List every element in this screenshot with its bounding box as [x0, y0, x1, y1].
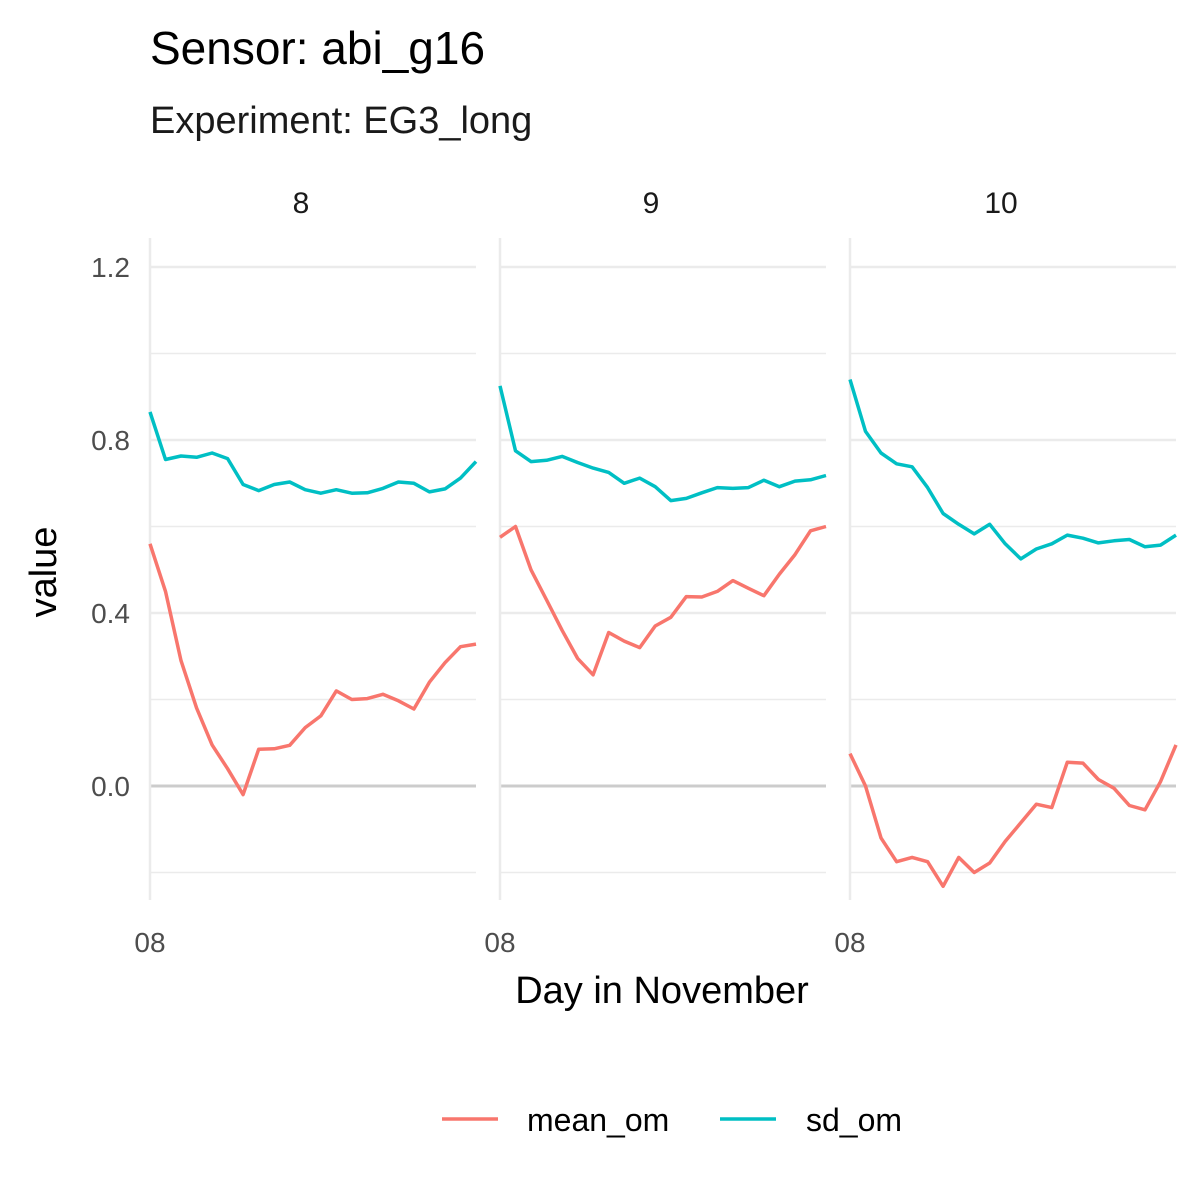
series-line-mean-om — [498, 524, 827, 677]
panel-9: 9 08 — [484, 187, 827, 958]
series-line-mean-om — [148, 543, 477, 797]
facet-label-9: 9 — [643, 187, 660, 220]
x-axis-title: Day in November — [515, 970, 809, 1012]
y-axis-ticks: 1.2 0.8 0.4 0.0 — [91, 252, 130, 802]
panel-10: 10 08 — [834, 187, 1178, 958]
series-line-sd-om — [498, 385, 827, 503]
y-axis-title: value — [23, 527, 65, 618]
y-tick-label: 1.2 — [91, 252, 130, 283]
chart-subtitle: Experiment: EG3_long — [150, 100, 532, 142]
legend-label-mean-om: mean_om — [527, 1102, 669, 1138]
x-tick-label: 08 — [484, 927, 515, 958]
y-tick-label: 0.0 — [91, 771, 130, 802]
facet-label-10: 10 — [984, 187, 1017, 220]
x-tick-label: 08 — [834, 927, 865, 958]
y-tick-label: 0.8 — [91, 425, 130, 456]
series-line-mean-om — [848, 744, 1178, 889]
series-line-sd-om — [848, 378, 1177, 561]
y-tick-label: 0.4 — [91, 598, 130, 629]
legend: mean_om sd_om — [442, 1102, 902, 1138]
legend-label-sd-om: sd_om — [806, 1102, 902, 1138]
x-tick-label: 08 — [134, 927, 165, 958]
facet-label-8: 8 — [293, 187, 310, 220]
chart-title: Sensor: abi_g16 — [150, 22, 485, 74]
series-line-sd-om — [148, 411, 478, 495]
facet-panels: 8 08 9 08 10 08 — [134, 187, 1178, 958]
panel-8: 8 08 — [134, 187, 478, 958]
